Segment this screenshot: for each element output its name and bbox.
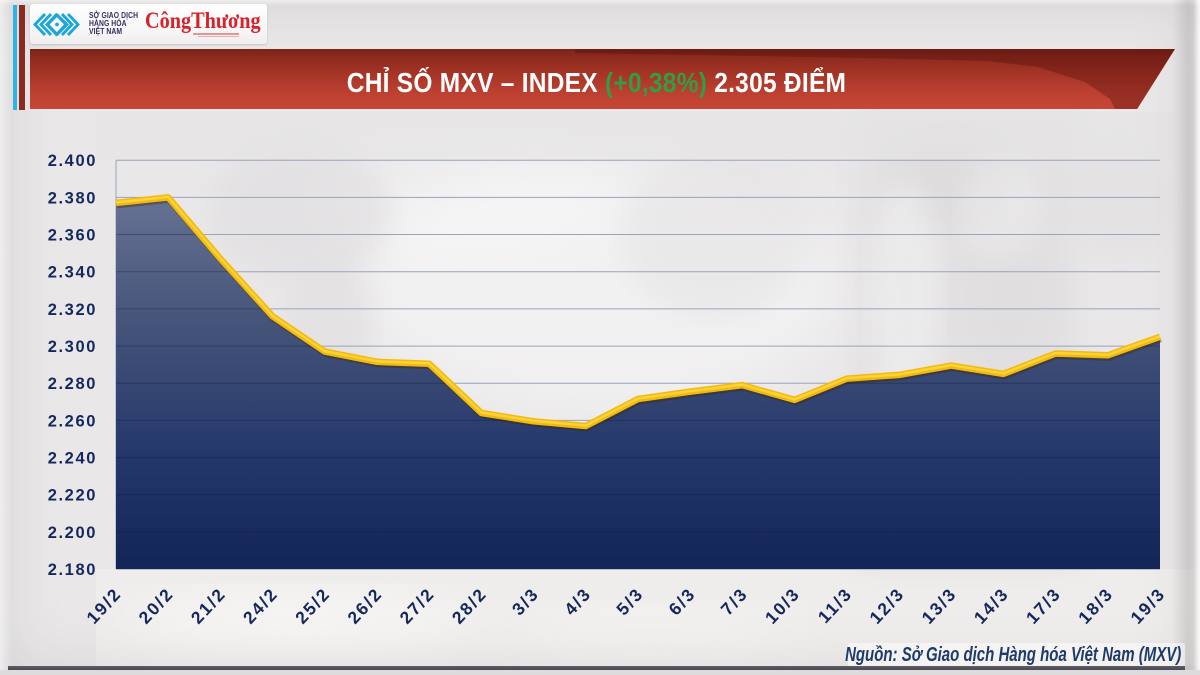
svg-text:28/2: 28/2 bbox=[448, 584, 491, 628]
svg-text:2.300: 2.300 bbox=[48, 338, 97, 356]
svg-text:2.320: 2.320 bbox=[48, 301, 97, 319]
svg-text:2.220: 2.220 bbox=[48, 487, 97, 505]
svg-text:17/3: 17/3 bbox=[1022, 584, 1065, 628]
svg-text:19/3: 19/3 bbox=[1126, 584, 1169, 628]
svg-text:25/2: 25/2 bbox=[291, 584, 334, 628]
svg-text:5/3: 5/3 bbox=[612, 584, 647, 620]
svg-text:11/3: 11/3 bbox=[814, 584, 856, 627]
svg-text:2.260: 2.260 bbox=[48, 412, 97, 430]
svg-text:14/3: 14/3 bbox=[970, 584, 1013, 628]
svg-text:6/3: 6/3 bbox=[665, 584, 700, 620]
svg-text:2.240: 2.240 bbox=[48, 450, 97, 468]
svg-text:2.340: 2.340 bbox=[48, 264, 97, 282]
svg-text:4/3: 4/3 bbox=[560, 584, 595, 620]
svg-text:2.380: 2.380 bbox=[48, 189, 97, 207]
svg-text:7/3: 7/3 bbox=[717, 584, 752, 620]
svg-text:3/3: 3/3 bbox=[508, 584, 543, 620]
svg-text:18/3: 18/3 bbox=[1074, 584, 1117, 628]
svg-text:2.400: 2.400 bbox=[48, 152, 97, 170]
svg-text:19/2: 19/2 bbox=[82, 584, 125, 628]
svg-text:10/3: 10/3 bbox=[761, 584, 804, 628]
svg-text:2.280: 2.280 bbox=[48, 375, 97, 393]
svg-text:20/2: 20/2 bbox=[135, 584, 178, 628]
svg-text:26/2: 26/2 bbox=[343, 584, 386, 628]
svg-text:2.200: 2.200 bbox=[48, 524, 97, 542]
svg-text:2.180: 2.180 bbox=[48, 561, 97, 579]
svg-text:13/3: 13/3 bbox=[918, 584, 961, 628]
svg-text:2.360: 2.360 bbox=[48, 227, 97, 245]
svg-text:21/2: 21/2 bbox=[187, 584, 230, 628]
svg-text:24/2: 24/2 bbox=[239, 584, 282, 628]
svg-text:12/3: 12/3 bbox=[865, 584, 908, 628]
svg-text:27/2: 27/2 bbox=[396, 584, 439, 628]
